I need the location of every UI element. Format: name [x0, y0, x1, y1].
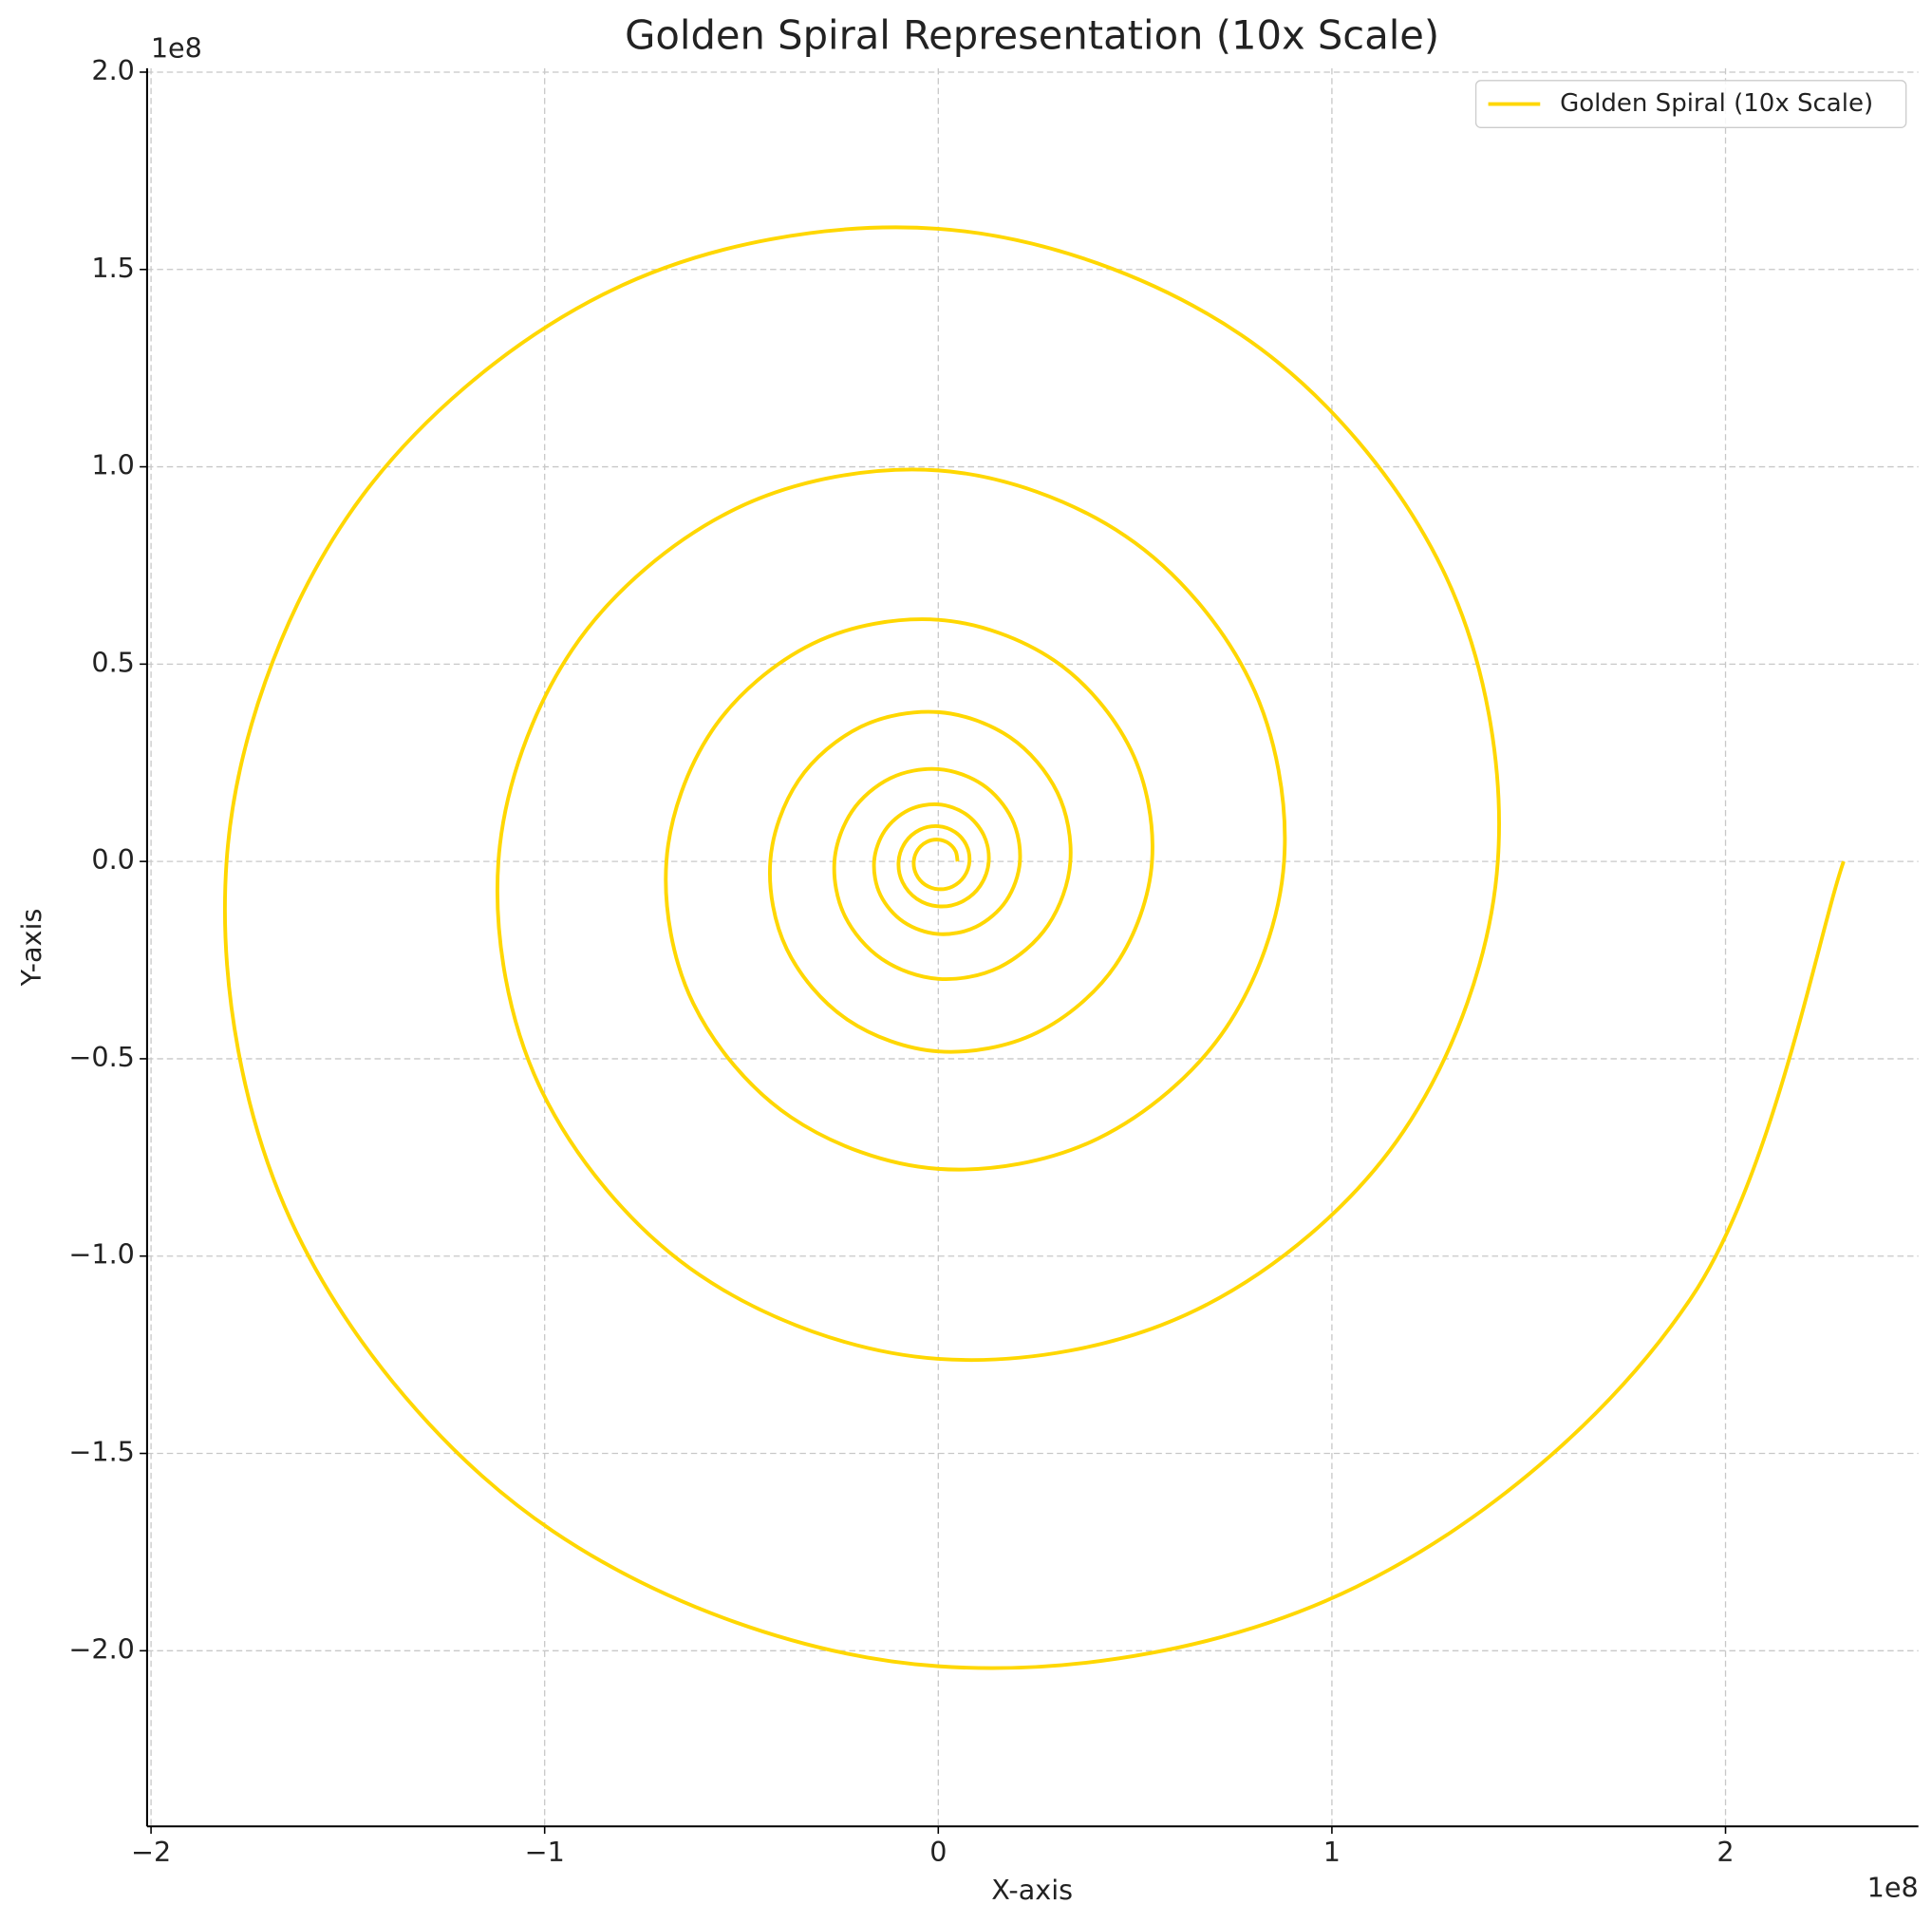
plot-area [223, 225, 1846, 1670]
y-offset-label: 1e8 [151, 31, 202, 64]
grid [146, 67, 1919, 1827]
x-offset-label: 1e8 [1867, 1872, 1919, 1904]
x-tick-label: 0 [929, 1836, 947, 1868]
y-tick-label: 0.5 [91, 646, 135, 678]
y-tick-label: 0.0 [91, 843, 135, 876]
y-tick-label: 1.0 [91, 449, 135, 481]
y-tick-label: −0.5 [68, 1041, 135, 1073]
y-tick-label: −1.5 [68, 1436, 135, 1468]
series-line [223, 225, 1846, 1670]
legend: Golden Spiral (10x Scale) [1474, 80, 1907, 128]
x-tick-label: −1 [525, 1836, 565, 1868]
x-tick-label: 2 [1716, 1836, 1734, 1868]
legend-label: Golden Spiral (10x Scale) [1560, 89, 1873, 118]
x-tick-label: 1 [1323, 1836, 1341, 1868]
y-tick-label: 1.5 [91, 252, 135, 284]
y-tick-label: −1.0 [68, 1238, 135, 1271]
legend-box [1474, 80, 1907, 128]
x-axis-label: X-axis [991, 1874, 1073, 1906]
y-tick-label: 2.0 [91, 54, 135, 86]
x-tick-label: −2 [131, 1836, 171, 1868]
chart-title: Golden Spiral Representation (10x Scale) [625, 12, 1439, 59]
y-axis-label: Y-axis [15, 909, 47, 988]
y-tick-label: −2.0 [68, 1632, 135, 1665]
